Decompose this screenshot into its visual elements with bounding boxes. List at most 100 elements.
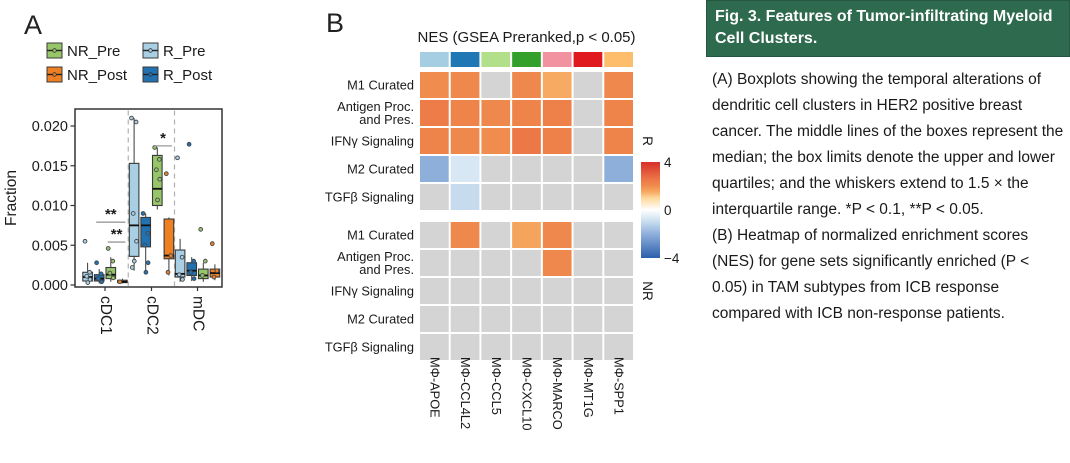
heatmap-row-label: M2 Curated <box>347 162 414 177</box>
data-point <box>105 246 111 251</box>
heatmap-cell <box>450 278 480 304</box>
heatmap-cell <box>512 100 541 126</box>
significance-stars: ** <box>111 226 123 243</box>
data-point <box>129 265 135 270</box>
heatmap-row-label: M2 Curated <box>347 312 414 327</box>
data-point <box>134 238 139 244</box>
data-point <box>176 272 182 278</box>
heatmap-cell <box>542 128 572 154</box>
heatmap-cell <box>512 306 541 332</box>
heatmap-cell <box>542 250 572 276</box>
data-point <box>110 275 116 281</box>
heatmap-cell <box>512 334 541 360</box>
boxplot-axes: 0.000 0.005 0.010 0.015 0.020 Fraction cDC1 cDC… <box>3 108 223 335</box>
data-point <box>99 279 104 285</box>
data-point <box>202 258 208 264</box>
y-tick-label: 0.020 <box>32 119 68 135</box>
heatmap-cell <box>542 278 572 304</box>
heatmap-column-label: MΦ-MT1G <box>581 357 596 418</box>
heatmap-cell <box>481 184 511 210</box>
box-NR_Post-mDC <box>209 241 221 281</box>
data-point <box>129 115 134 121</box>
heatmap-cell <box>481 100 511 126</box>
data-point <box>98 271 104 277</box>
data-point <box>154 167 159 173</box>
heatmap-row-label: Antigen Proc. and Pres. <box>337 249 414 277</box>
data-point <box>130 211 136 216</box>
heatmap-cell <box>481 222 511 248</box>
heatmap-column-label: MΦ-SPP1 <box>612 357 627 415</box>
panel-a: NR_Pre R_Pre NR_Post R_Post 0.000 0.005 0.010 0… <box>0 0 300 463</box>
legend-item-NR_Pre: NR_Pre <box>46 42 120 60</box>
heatmap-row-label: TGFβ Signaling <box>325 190 414 205</box>
boxplot-boxes <box>82 115 221 285</box>
data-point <box>155 197 160 203</box>
box <box>128 162 140 257</box>
heatmap-cell <box>573 128 603 154</box>
x-tick-label: mDC <box>190 296 207 331</box>
box-R_Pre-mDC <box>174 155 186 282</box>
data-point <box>94 260 99 266</box>
heatmap-block-NR: M1 Curated Antigen Proc. and Pres. IFNγ Sig… <box>325 222 633 360</box>
data-point <box>82 238 88 244</box>
data-point <box>186 141 192 147</box>
data-point <box>142 242 148 248</box>
heatmap-cell <box>450 250 480 276</box>
y-tick-label: 0.015 <box>32 159 68 175</box>
y-axis-label: Fraction <box>3 170 20 226</box>
heatmap-row-label: IFNγ Signaling <box>331 134 414 149</box>
heatmap-column-label: MΦ-CXCL10 <box>520 357 535 431</box>
data-point <box>85 280 91 285</box>
heatmap-cell <box>542 184 572 210</box>
heatmap-row-label: IFNγ Signaling <box>331 284 414 299</box>
data-point <box>179 254 185 260</box>
legend-item-R_Post: R_Post <box>142 66 213 84</box>
heatmap-cell <box>604 334 633 360</box>
heatmap-cell <box>512 184 541 210</box>
column-annotation-strip <box>420 52 633 67</box>
legend-label: R_Post <box>163 67 213 84</box>
data-point <box>145 230 151 236</box>
data-point <box>133 119 139 125</box>
data-point <box>107 270 113 276</box>
heatmap-cell <box>420 128 449 154</box>
data-point <box>198 227 204 232</box>
column-annotation-MΦ-CXCL10 <box>512 52 541 67</box>
column-annotation-MΦ-MT1G <box>573 52 603 67</box>
y-tick-label: 0.005 <box>32 238 68 254</box>
data-point <box>143 269 149 275</box>
heatmap-cell <box>420 306 449 332</box>
box <box>186 262 198 277</box>
boxplot-legend: NR_Pre R_Pre NR_Post R_Post <box>46 42 213 84</box>
heatmap-cell <box>604 222 633 248</box>
panel-b: NES (GSEA Preranked,p < 0.05) M1 Curated A… <box>300 0 706 463</box>
data-point <box>145 260 151 266</box>
box <box>174 249 186 278</box>
heatmap-cell <box>542 156 572 182</box>
data-point <box>214 268 220 274</box>
data-point <box>188 269 194 275</box>
data-point <box>95 276 101 281</box>
heatmap-cell <box>420 278 449 304</box>
figure-caption: Fig. 3. Features of Tumor-infiltrating M… <box>706 0 1070 463</box>
heatmap-cell <box>542 222 572 248</box>
heatmap-block-R: M1 Curated Antigen Proc. and Pres. IFNγ Sig… <box>325 72 633 210</box>
column-annotation-MΦ-APOE <box>420 52 449 67</box>
heatmap-column-label: MΦ-CCL5 <box>489 357 504 415</box>
heatmap-row-label: M1 Curated <box>347 78 414 93</box>
data-point <box>180 277 185 282</box>
heatmap-cell <box>512 156 541 182</box>
data-point <box>200 273 205 278</box>
data-point <box>87 269 92 275</box>
heatmap-cell <box>481 72 511 98</box>
heatmap-cell <box>542 306 572 332</box>
heatmap-cell <box>420 156 449 182</box>
caption-paragraph-b: (B) Heatmap of normalized enrichment sco… <box>712 227 1030 322</box>
box-R_Pre-cDC2 <box>128 115 140 271</box>
block-label-R: R <box>640 136 655 146</box>
colorbar-tick-label: 4 <box>664 155 672 170</box>
column-annotation-MΦ-SPP1 <box>604 52 633 67</box>
data-point <box>175 155 180 161</box>
legend-label: R_Pre <box>163 43 206 60</box>
